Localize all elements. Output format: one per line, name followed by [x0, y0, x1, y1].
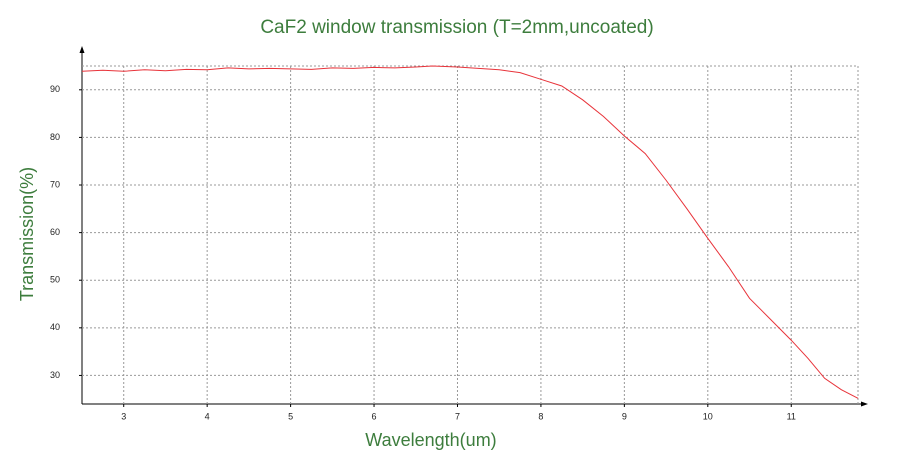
y-axis-label: Transmission(%) [17, 167, 37, 301]
y-tick-label: 30 [50, 370, 60, 380]
y-tick-label: 60 [50, 227, 60, 237]
x-tick-label: 5 [288, 411, 293, 421]
x-tick-label: 11 [787, 411, 796, 421]
y-tick-label: 90 [50, 84, 60, 94]
y-axis-arrow [79, 46, 85, 53]
x-tick-label: 6 [372, 411, 377, 421]
x-axis-arrow [861, 401, 868, 407]
x-tick-label: 7 [455, 411, 460, 421]
data-line [81, 65, 859, 399]
y-tick-label: 40 [50, 322, 60, 332]
x-tick-label: 9 [622, 411, 627, 421]
y-tick-label: 80 [50, 132, 60, 142]
y-tick-label: 70 [50, 179, 60, 189]
x-tick-label: 4 [205, 411, 210, 421]
x-tick-label: 3 [121, 411, 126, 421]
chart-title: CaF2 window transmission (T=2mm,uncoated… [260, 17, 653, 38]
x-tick-label: 10 [703, 411, 713, 421]
y-tick-label: 50 [50, 275, 60, 285]
x-axis-label: Wavelength(um) [365, 430, 496, 450]
x-tick-label: 8 [538, 411, 543, 421]
